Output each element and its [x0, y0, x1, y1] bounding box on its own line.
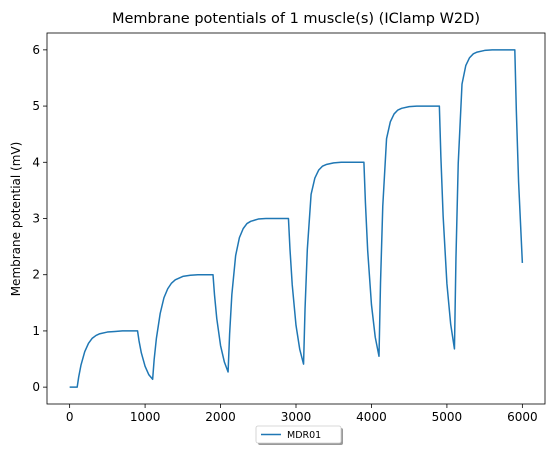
series-line-MDR01	[69, 49, 524, 388]
y-axis-title: Membrane potential (mV)	[9, 142, 23, 297]
plot-frame	[46, 32, 546, 405]
y-tick-label-1: 1	[32, 324, 40, 338]
x-tick-label-4000: 4000	[356, 410, 387, 424]
legend-label-MDR01: MDR01	[287, 430, 321, 441]
plot-area: 0 1000 2000 3000 4000 5000 6000 0 1 2 3 4 5 6 MDR01	[32, 32, 546, 445]
y-tick-label-2: 2	[32, 268, 40, 282]
x-tick-label-1000: 1000	[130, 410, 161, 424]
y-tick-label-5: 5	[32, 99, 40, 113]
x-tick-label-0: 0	[66, 410, 74, 424]
x-tick-label-5000: 5000	[432, 410, 463, 424]
y-tick-label-6: 6	[32, 43, 40, 57]
y-tick-label-4: 4	[32, 155, 40, 169]
chart-title: Membrane potentials of 1 muscle(s) (ICla…	[112, 11, 480, 27]
x-tick-label-3000: 3000	[281, 410, 312, 424]
y-tick-label-0: 0	[32, 380, 40, 394]
x-tick-label-2000: 2000	[205, 410, 236, 424]
y-tick-label-3: 3	[32, 212, 40, 226]
legend-box	[255, 425, 342, 444]
x-tick-label-6000: 6000	[507, 410, 538, 424]
